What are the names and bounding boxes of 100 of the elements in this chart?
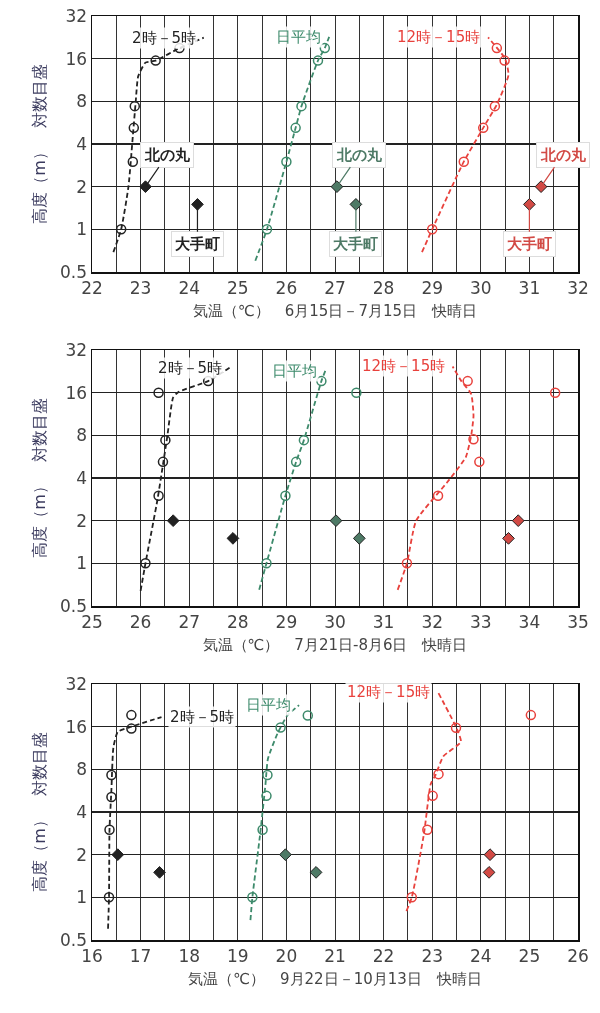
point <box>401 558 413 569</box>
x-tick-label: 23 <box>129 277 152 298</box>
point <box>330 180 344 194</box>
x-tick-label: 34 <box>518 611 541 632</box>
point <box>319 42 331 54</box>
point <box>290 456 302 468</box>
point <box>247 892 258 903</box>
point <box>115 224 127 235</box>
x-tick-label: 29 <box>421 277 444 298</box>
y-tick-label: 32 <box>65 339 88 360</box>
y-axis-title: 高度（m） 対数目盛 <box>30 732 50 892</box>
y-tick-label: 0.5 <box>60 929 88 950</box>
point <box>281 156 292 167</box>
annotation: 大手町 <box>333 235 378 253</box>
x-tick-label: 26 <box>275 277 298 298</box>
point <box>262 769 273 781</box>
series-label: 日平均 <box>246 696 291 714</box>
y-tick-label: 16 <box>65 382 88 403</box>
point <box>349 198 363 211</box>
y-tick-label: 8 <box>76 91 88 112</box>
x-tick-label: 26 <box>129 611 152 632</box>
point <box>450 722 462 734</box>
x-tick-label: 27 <box>178 611 201 632</box>
point <box>191 198 204 211</box>
y-axis-title: 高度（m） 対数目盛 <box>30 64 50 224</box>
point <box>474 456 485 468</box>
point <box>406 892 418 903</box>
annotation: 北の丸 <box>540 146 586 164</box>
point <box>104 824 115 835</box>
y-tick-label: 2 <box>76 844 88 865</box>
point <box>296 100 307 112</box>
point <box>511 514 525 528</box>
x-tick-label: 22 <box>372 945 395 966</box>
point <box>257 824 268 835</box>
x-tick-label: 24 <box>178 277 201 298</box>
x-tick-label: 30 <box>324 611 346 632</box>
point <box>139 180 152 194</box>
x-tick-label: 31 <box>372 611 395 632</box>
x-tick-label: 30 <box>469 277 492 298</box>
y-tick-label: 1 <box>76 553 88 574</box>
series-label: 12時－15時 <box>362 357 446 375</box>
x-tick-label: 18 <box>178 945 201 966</box>
point <box>298 434 310 446</box>
point <box>482 866 496 879</box>
series-label: 2時－5時 <box>132 29 197 47</box>
point <box>468 434 479 445</box>
series-label: 日平均 <box>272 362 317 380</box>
y-tick-label: 16 <box>65 716 88 737</box>
x-tick-label: 26 <box>567 945 589 966</box>
point <box>127 156 139 167</box>
point <box>261 558 272 569</box>
x-tick-label: 32 <box>421 611 444 632</box>
y-tick-label: 32 <box>65 673 88 694</box>
point <box>477 122 489 134</box>
series-label: 2時－5時 <box>158 359 223 377</box>
point <box>462 375 473 387</box>
point <box>226 532 240 545</box>
series-label: 2時－5時 <box>170 708 235 726</box>
point <box>499 55 510 66</box>
point <box>140 558 151 569</box>
point <box>312 55 324 66</box>
y-tick-label: 1 <box>76 887 88 908</box>
point <box>432 490 444 501</box>
point <box>153 866 166 879</box>
point <box>290 122 301 134</box>
series-label: 12時－15時 <box>397 28 481 46</box>
point <box>111 848 125 862</box>
x-tick-label: 27 <box>324 277 346 298</box>
x-axis-title: 気温（℃） 6月15日－7月15日 快晴日 <box>192 301 478 320</box>
point <box>261 790 272 802</box>
point <box>157 456 169 468</box>
x-tick-label: 28 <box>372 277 395 298</box>
point <box>106 791 117 803</box>
point <box>352 532 366 545</box>
point <box>489 100 501 112</box>
point <box>316 375 327 387</box>
point <box>458 156 470 167</box>
x-tick-label: 24 <box>469 945 492 966</box>
point <box>329 514 343 528</box>
y-tick-label: 2 <box>76 510 88 531</box>
point <box>309 866 323 879</box>
x-tick-label: 20 <box>275 945 298 966</box>
x-tick-label: 21 <box>324 945 346 966</box>
x-tick-label: 35 <box>567 611 589 632</box>
point <box>275 722 286 733</box>
point <box>150 55 161 66</box>
y-tick-label: 8 <box>76 759 88 780</box>
x-tick-label: 28 <box>226 611 249 632</box>
x-axis-title: 気温（℃） 9月22日－10月13日 快晴日 <box>188 969 482 988</box>
point <box>502 532 515 545</box>
y-tick-label: 16 <box>65 48 88 69</box>
x-axis-title: 気温（℃） 7月21日-8月6日 快晴日 <box>202 635 468 654</box>
point <box>279 848 292 862</box>
annotation: 大手町 <box>175 235 220 253</box>
point <box>106 769 117 781</box>
annotation: 大手町 <box>507 235 552 253</box>
point <box>534 180 548 194</box>
x-tick-label: 19 <box>226 945 249 966</box>
point <box>103 892 115 903</box>
point <box>426 224 438 235</box>
